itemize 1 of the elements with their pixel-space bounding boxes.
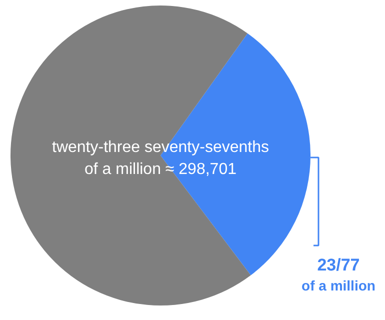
slice-label: 23/77 of a million — [302, 256, 376, 294]
